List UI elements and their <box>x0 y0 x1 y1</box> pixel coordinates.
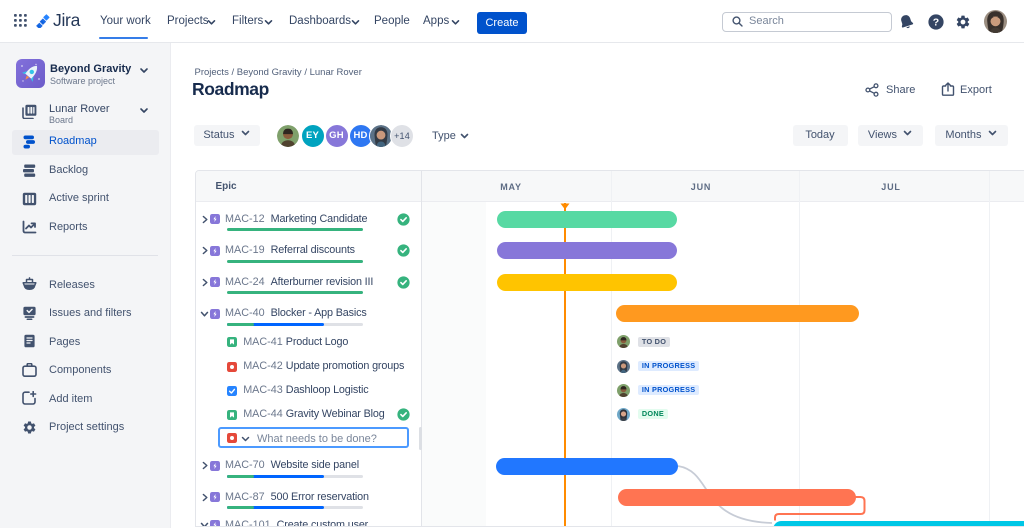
svg-text:?: ? <box>933 17 939 29</box>
